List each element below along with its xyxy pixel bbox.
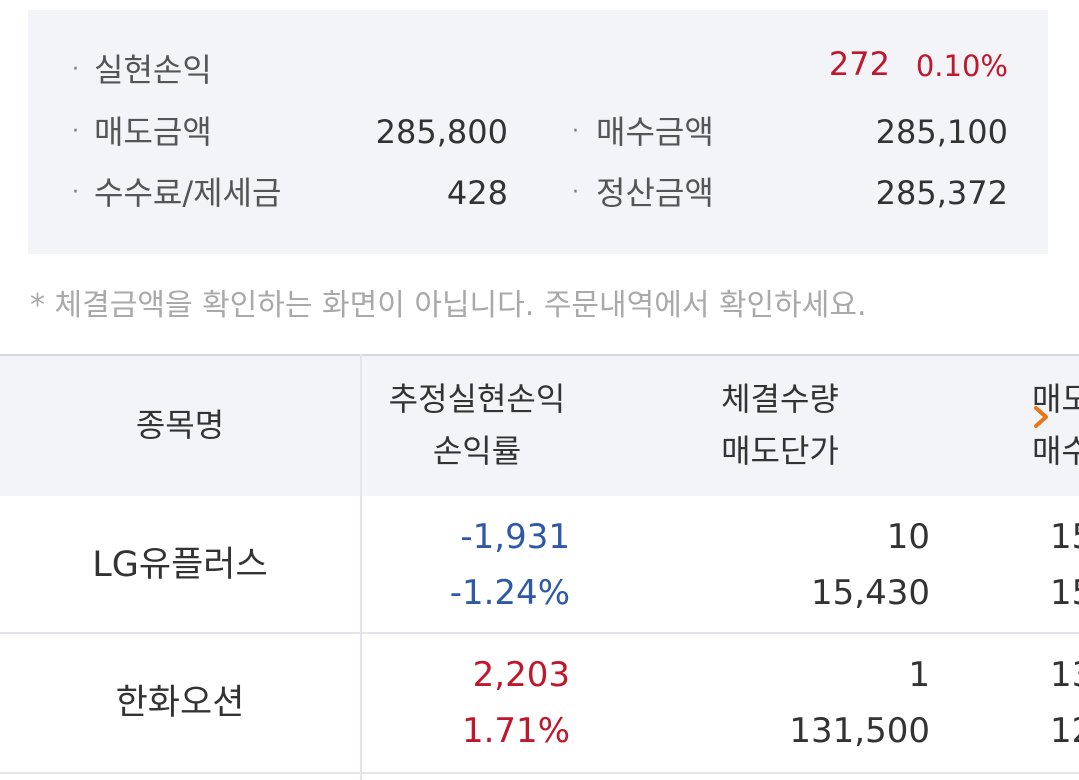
header-sell-price: 매도단가 xyxy=(721,432,839,470)
table-header xyxy=(0,354,1079,496)
column-divider xyxy=(360,354,362,780)
bullet-icon: · xyxy=(72,119,79,144)
row-quantity: 1 xyxy=(908,655,930,695)
buy-amount-value: 285,100 xyxy=(875,113,1008,151)
row-next-col-partial: 15 xyxy=(1050,573,1079,613)
fee-value: 428 xyxy=(446,174,508,212)
chevron-right-icon[interactable] xyxy=(1032,406,1050,428)
realized-pnl-value: 272 xyxy=(828,45,890,83)
row-quantity: 10 xyxy=(886,517,930,557)
row-divider xyxy=(0,632,1079,634)
realized-pnl-rate: 0.10% xyxy=(915,49,1008,83)
settle-amount-value: 285,372 xyxy=(875,174,1008,212)
row-sell-price: 131,500 xyxy=(789,711,930,751)
header-pnl-rate: 손익률 xyxy=(432,432,522,470)
row-pnl-rate: -1.24% xyxy=(449,573,570,613)
row-stock-name[interactable]: 한화오션 xyxy=(115,683,245,723)
row-stock-name[interactable]: LG유플러스 xyxy=(92,545,268,585)
row-divider xyxy=(0,772,1079,774)
bullet-icon: · xyxy=(572,180,579,205)
row-next-col-partial: 12 xyxy=(1050,711,1079,751)
sell-amount-label: 매도금액 xyxy=(94,113,212,151)
row-estimated-pnl: 2,203 xyxy=(472,655,570,695)
fee-label: 수수료/제세금 xyxy=(94,174,282,212)
buy-amount-label: 매수금액 xyxy=(596,113,714,151)
notice-text: * 체결금액을 확인하는 화면이 아닙니다. 주문내역에서 확인하세요. xyxy=(30,288,867,323)
row-next-col-partial: 15 xyxy=(1050,517,1079,557)
row-sell-price: 15,430 xyxy=(811,573,930,613)
row-next-col-partial: 13 xyxy=(1050,655,1079,695)
header-buy-amount-partial: 매수 xyxy=(1032,432,1079,470)
realized-pnl-label: 실현손익 xyxy=(94,51,212,89)
summary-panel: · 실현손익 272 0.10% · 매도금액 285,800 · 매수금액 2… xyxy=(28,10,1048,254)
header-quantity: 체결수량 xyxy=(721,380,839,418)
sell-amount-value: 285,800 xyxy=(375,113,508,151)
settle-amount-label: 정산금액 xyxy=(596,174,714,212)
bullet-icon: · xyxy=(72,57,79,82)
row-estimated-pnl: -1,931 xyxy=(460,517,570,557)
header-pnl: 추정실현손익 xyxy=(388,380,566,418)
row-pnl-rate: 1.71% xyxy=(461,711,570,751)
bullet-icon: · xyxy=(72,180,79,205)
bullet-icon: · xyxy=(572,119,579,144)
header-stock-name: 종목명 xyxy=(135,406,225,444)
